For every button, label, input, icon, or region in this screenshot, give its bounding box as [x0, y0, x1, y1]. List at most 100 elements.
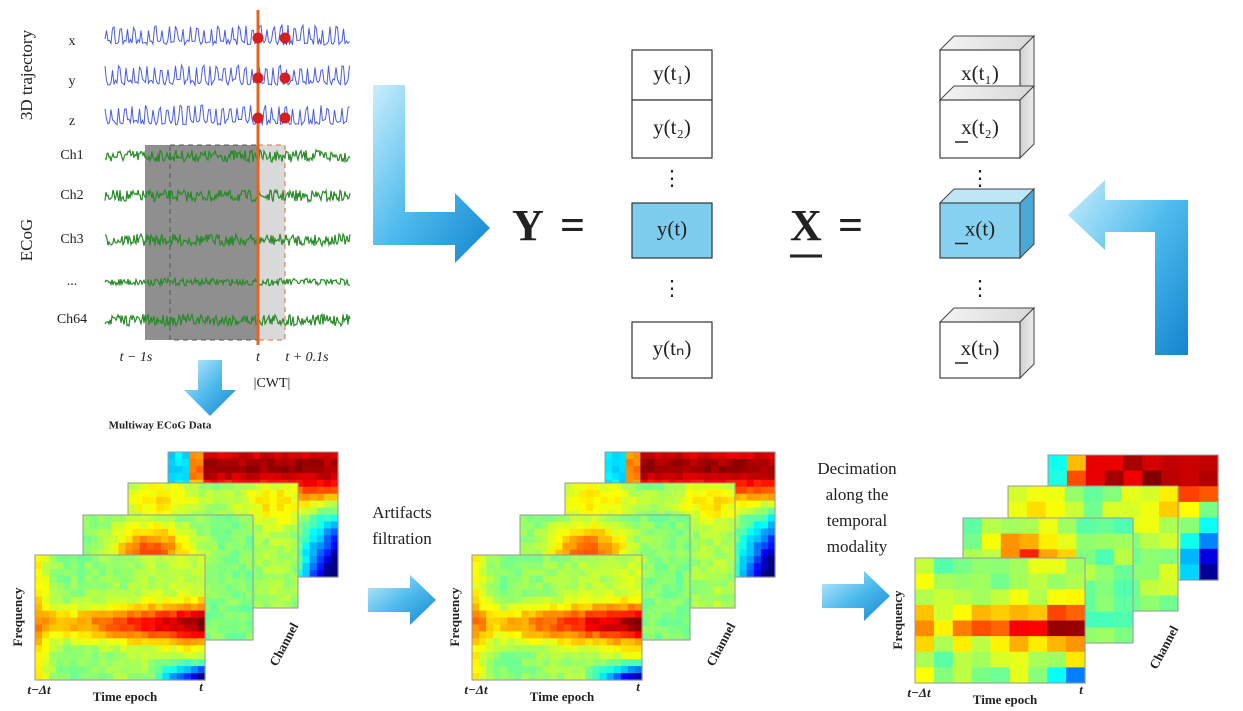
heatmap-cell [592, 673, 600, 681]
heatmap-cell [754, 480, 762, 488]
heatmap-cell [99, 562, 107, 570]
heatmap-cell [163, 497, 171, 505]
heatmap-cell [626, 522, 634, 530]
heatmap-cell [953, 667, 972, 683]
heatmap-cell [479, 576, 487, 584]
heatmap-cell [721, 594, 729, 602]
heatmap-cell [607, 590, 615, 598]
heatmap-cell [614, 562, 622, 570]
heatmap-cell [598, 543, 606, 551]
arrow [822, 571, 890, 621]
heatmap-cell [683, 591, 691, 599]
heatmap-cell [972, 667, 991, 683]
heatmap-cell [163, 631, 171, 639]
heatmap-cell [655, 612, 663, 620]
heatmap-cell [500, 590, 508, 598]
heatmap-cell [676, 578, 684, 586]
heatmap-cell [648, 543, 656, 551]
heatmap-cell [1009, 574, 1028, 590]
heatmap-cell [669, 626, 677, 634]
heatmap-cell [571, 569, 579, 577]
heatmap-cell [628, 576, 636, 584]
heatmap-cell [317, 480, 325, 488]
heatmap-cell [934, 636, 953, 652]
heatmap-cell [198, 666, 206, 674]
heatmap-cell [605, 543, 613, 551]
heatmap-cell [199, 483, 207, 491]
heatmap-cell [747, 535, 755, 543]
heatmap-cell [191, 583, 199, 591]
heatmap-cell [90, 522, 98, 530]
heatmap-cell [507, 618, 515, 626]
heatmap-cell [56, 645, 64, 653]
heatmap-cell [211, 619, 219, 627]
heatmap-cell [303, 549, 311, 557]
heatmap-cell [472, 631, 480, 639]
heatmap-cell [586, 497, 594, 505]
heatmap-cell [85, 569, 93, 577]
heatmap-cell [78, 645, 86, 653]
heatmap-cell [522, 666, 530, 674]
heatmap-cell [522, 638, 530, 646]
heatmap-cell [1114, 612, 1133, 628]
heatmap-cell [643, 497, 651, 505]
heatmap-cell [754, 542, 762, 550]
heatmap-cell [564, 673, 572, 681]
heatmap-cell [621, 562, 629, 570]
heatmap-cell [515, 604, 523, 612]
heatmap-cell [761, 549, 769, 557]
heatmap-cell [85, 597, 93, 605]
heatmap-cell [232, 564, 240, 572]
heatmap-cell [134, 673, 142, 681]
heatmap-cell [721, 483, 729, 491]
heatmap-cell [163, 583, 171, 591]
heatmap-cell [628, 666, 636, 674]
heatmap-cell [550, 611, 558, 619]
heatmap-cell [714, 504, 722, 512]
heatmap-cell [42, 624, 50, 632]
heatmap-cell [310, 501, 318, 509]
heatmap-cell [700, 525, 708, 533]
diagram: 3D trajectory ECoG t − 1s t t + 0.1s |CW… [0, 0, 1243, 711]
heatmap-cell [707, 511, 715, 519]
heatmap-cell [953, 652, 972, 668]
heatmap-cell [35, 611, 43, 619]
heatmap-cell [628, 638, 636, 646]
heatmap-cell [141, 590, 149, 598]
heatmap-cell [85, 618, 93, 626]
heatmap-cell [56, 659, 64, 667]
heatmap-cell [97, 522, 105, 530]
heatmap-cell [628, 590, 636, 598]
heatmap-cell [281, 473, 289, 481]
heatmap-cell [655, 598, 663, 606]
heatmap-cell [155, 555, 163, 563]
heatmap-cell [571, 562, 579, 570]
heatmap-cell [70, 611, 78, 619]
heatmap-cell [185, 504, 193, 512]
heatmap-cell [303, 501, 311, 509]
heatmap-cell [768, 570, 776, 578]
heatmap-cell [534, 536, 542, 544]
heatmap-cell [934, 667, 953, 683]
heatmap-cell [163, 645, 171, 653]
heatmap-cell [592, 569, 600, 577]
heatmap-cell [35, 590, 43, 598]
heatmap-cell [671, 497, 679, 505]
heatmap-cell [1180, 533, 1199, 549]
heatmap-cell [182, 529, 190, 537]
heatmap-cell [331, 535, 339, 543]
heatmap-cell [564, 611, 572, 619]
heatmap-cell [486, 590, 494, 598]
heatmap-cell [585, 611, 593, 619]
group-label: ECoG [17, 219, 36, 262]
heatmap-cell [63, 555, 71, 563]
heatmap-cell [234, 504, 242, 512]
heatmap-cell [218, 584, 226, 592]
heatmap-cell [629, 497, 637, 505]
heatmap-cell [303, 508, 311, 516]
tensor-entry: x(tₙ) [961, 336, 1000, 360]
heatmap-cell [42, 666, 50, 674]
heatmap-cell [733, 466, 741, 474]
heatmap-cell [133, 543, 141, 551]
heatmap-cell [277, 497, 285, 505]
